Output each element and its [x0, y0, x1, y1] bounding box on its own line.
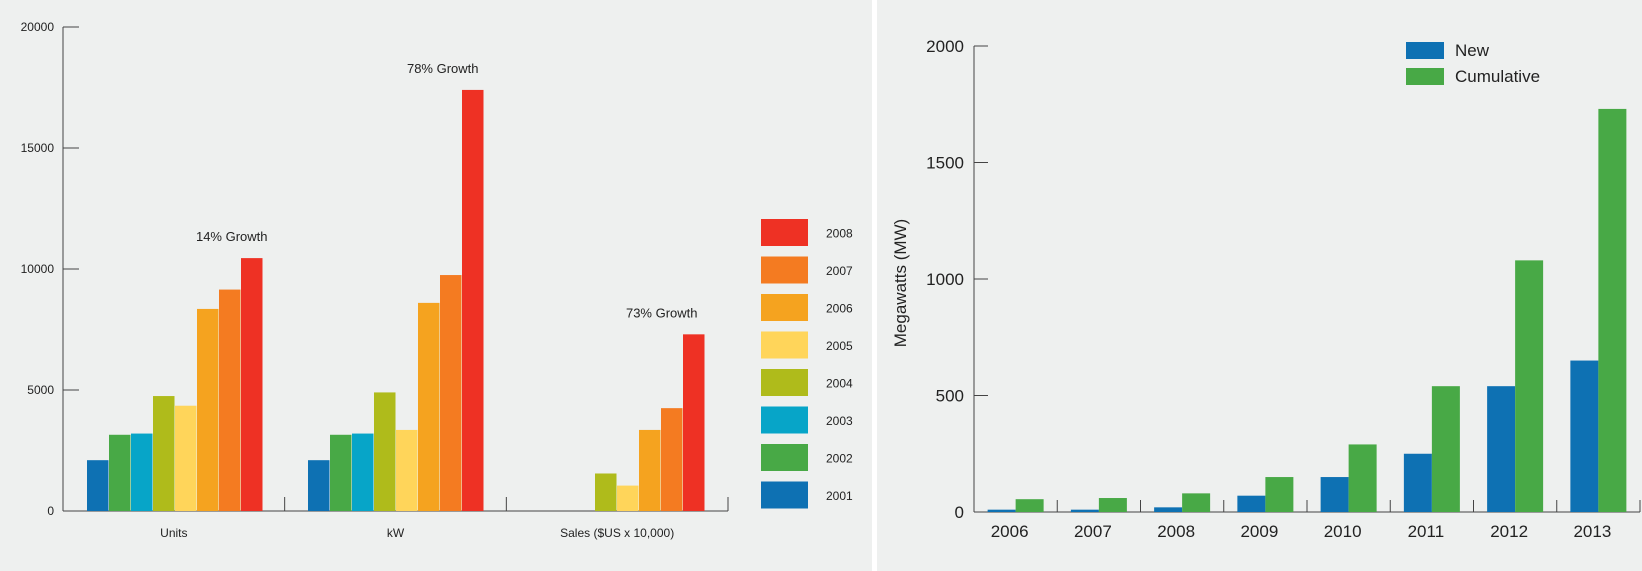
legend-label-new: New [1455, 41, 1490, 60]
bar-new-2009 [1237, 495, 1266, 512]
bar-cumulative-2012 [1515, 260, 1544, 512]
bar-cumulative-2008 [1182, 493, 1211, 512]
right-chart-panel: 0 500 1000 1500 2000 Megawatts (MW) 2006 2007 20… [877, 0, 1642, 571]
legend-label-2007: 2007 [826, 264, 853, 278]
x-tick-label: 2009 [1240, 522, 1278, 541]
legend-label-2006: 2006 [826, 302, 853, 316]
left-chart-panel: 0 5000 10000 15000 20000 Units 14% Growth kW 78%… [0, 0, 872, 571]
bar-units-2006 [197, 308, 219, 511]
x-tick-label: 2011 [1408, 522, 1445, 541]
growth-annotation: 78% Growth [407, 61, 479, 76]
bar-new-2012 [1487, 386, 1516, 512]
legend-swatch-2005 [761, 331, 808, 359]
growth-annotation: 14% Growth [196, 229, 268, 244]
x-tick-label: 2010 [1324, 522, 1362, 541]
bar-cumulative-2006 [1015, 499, 1044, 512]
bar-units-2001 [87, 460, 109, 511]
left-chart: 0 5000 10000 15000 20000 Units 14% Growth kW 78%… [21, 20, 853, 540]
bar-sales-us-x-10-000-2004 [595, 473, 617, 511]
bar-units-2005 [175, 405, 197, 511]
bar-kw-2003 [352, 433, 374, 511]
bar-units-2004 [153, 396, 175, 511]
x-tick-label: 2008 [1157, 522, 1195, 541]
y-tick-label: 10000 [21, 262, 55, 276]
bar-sales-us-x-10-000-2006 [639, 429, 661, 511]
legend-label-2004: 2004 [826, 377, 853, 391]
y-tick-label: 500 [936, 387, 964, 406]
legend-label-2001: 2001 [826, 489, 853, 503]
bar-new-2013 [1570, 360, 1599, 512]
legend-label-cumulative: Cumulative [1455, 67, 1540, 86]
growth-annotation: 73% Growth [626, 305, 698, 320]
bar-kw-2006 [418, 302, 440, 511]
y-tick-label: 0 [47, 504, 54, 518]
bar-new-2006 [987, 509, 1016, 512]
legend-swatch-cumulative [1406, 68, 1444, 85]
y-tick-label: 20000 [21, 20, 55, 34]
legend-swatch-2007 [761, 256, 808, 284]
y-tick-label: 1500 [926, 154, 964, 173]
y-tick-label: 1000 [926, 270, 964, 289]
y-tick-label: 2000 [926, 37, 964, 56]
legend-label-2008: 2008 [826, 227, 853, 241]
x-tick-label: 2012 [1490, 522, 1528, 541]
legend-swatch-2002 [761, 444, 808, 471]
bar-kw-2001 [308, 460, 330, 511]
bar-cumulative-2009 [1265, 477, 1294, 512]
legend-swatch-2003 [761, 406, 808, 434]
legend-swatch-2008 [761, 219, 808, 246]
x-tick-label: 2006 [991, 522, 1029, 541]
bar-kw-2005 [396, 429, 418, 511]
x-tick-label: 2007 [1074, 522, 1112, 541]
bar-units-2008 [241, 258, 263, 511]
bar-kw-2002 [330, 434, 352, 511]
legend-label-2003: 2003 [826, 414, 853, 428]
bar-sales-us-x-10-000-2007 [661, 408, 683, 511]
bar-new-2011 [1403, 453, 1432, 512]
y-tick-label: 5000 [27, 383, 54, 397]
bar-cumulative-2010 [1348, 444, 1377, 512]
right-chart: 0 500 1000 1500 2000 Megawatts (MW) 2006 2007 20… [891, 37, 1641, 541]
x-tick-label: Units [160, 526, 187, 540]
bar-units-2002 [109, 434, 131, 511]
bar-cumulative-2011 [1431, 386, 1460, 512]
bar-sales-us-x-10-000-2005 [617, 485, 639, 511]
bar-kw-2007 [440, 275, 462, 511]
legend-swatch-2006 [761, 294, 808, 321]
bar-new-2007 [1070, 509, 1099, 512]
bar-cumulative-2013 [1598, 108, 1627, 512]
bar-kw-2004 [374, 392, 396, 511]
x-tick-label: 2013 [1573, 522, 1611, 541]
legend-swatch-2001 [761, 481, 808, 509]
bar-sales-us-x-10-000-2008 [683, 334, 705, 511]
bar-units-2007 [219, 289, 241, 511]
y-tick-label: 15000 [21, 141, 55, 155]
legend-swatch-new [1406, 42, 1444, 59]
y-tick-label: 0 [955, 503, 964, 522]
legend-label-2002: 2002 [826, 452, 853, 466]
y-axis-label: Megawatts (MW) [891, 219, 910, 347]
legend-swatch-2004 [761, 369, 808, 396]
x-tick-label: Sales ($US x 10,000) [560, 526, 674, 540]
x-tick-label: kW [387, 526, 405, 540]
bar-cumulative-2007 [1098, 498, 1127, 512]
bar-kw-2008 [462, 89, 484, 512]
legend-label-2005: 2005 [826, 339, 853, 353]
bar-units-2003 [131, 433, 153, 511]
bar-new-2010 [1320, 477, 1349, 512]
bar-new-2008 [1154, 507, 1183, 512]
